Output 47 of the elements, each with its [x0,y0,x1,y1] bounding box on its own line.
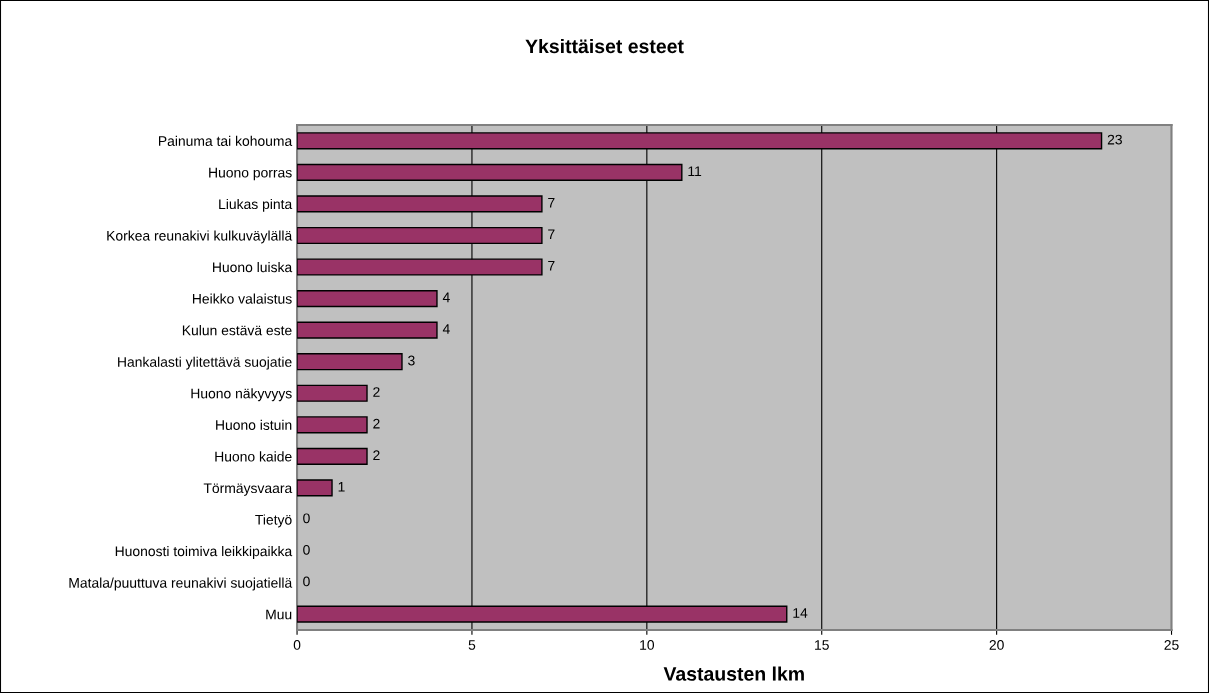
data-label: 0 [303,544,310,555]
bar [297,353,403,371]
y-tick-label: Kulun estävä este [182,325,292,336]
y-tick-label: Matala/puuttuva reunakivi suojatiellä [69,577,293,591]
y-tick-label: Törmäysvaara [203,483,293,496]
data-label: 2 [373,387,380,397]
data-label: 4 [442,292,450,303]
bar [297,416,368,434]
data-label: 0 [303,576,310,587]
bar [297,384,368,402]
data-label: 3 [408,355,415,366]
data-label: 14 [793,608,808,618]
data-label: 2 [373,418,380,429]
data-label: 2 [373,450,380,460]
chart-title: Yksittäiset esteet [525,38,684,54]
y-tick-label: Korkea reunakivi kulkuväylällä [107,230,293,244]
bar [297,289,438,308]
data-label: 4 [442,324,450,334]
y-tick-label: Huono näkyvyys [191,388,292,402]
y-tick-label: Huonosti toimiva leikkipaikka [115,546,293,559]
x-tick-label: 0 [293,640,301,650]
y-tick-label: Huono porras [209,167,292,181]
data-label: 7 [548,229,555,240]
data-label: 7 [548,197,555,208]
x-tick-label: 20 [989,640,1004,650]
x-tick-label: 25 [1164,640,1179,650]
data-label: 23 [1107,134,1122,145]
y-tick-label: Huono istuin [216,419,292,430]
data-label: 0 [303,513,310,524]
y-tick-label: Huono kaide [215,451,292,462]
x-axis-title: Vastausten lkm [663,666,804,681]
y-tick-label: Painuma tai kohouma [159,135,293,146]
y-tick-label: Huono luiska [213,261,293,273]
y-tick-label: Liukas pinta [219,198,293,212]
data-label: 1 [338,481,345,492]
bar [297,447,368,465]
bar [297,321,438,339]
bar [297,479,333,497]
data-label: 7 [548,261,555,271]
y-tick-label: Muu [266,609,292,620]
x-tick-label: 15 [815,640,829,650]
x-tick-label: 10 [640,640,655,650]
y-tick-label: Heikko valaistus [192,293,292,304]
data-label: 11 [688,166,702,176]
y-tick-label: Hankalasti ylitettävä suojatie [118,356,292,370]
x-tick-label: 5 [468,640,476,650]
y-tick-label: Tietyö [255,514,292,528]
